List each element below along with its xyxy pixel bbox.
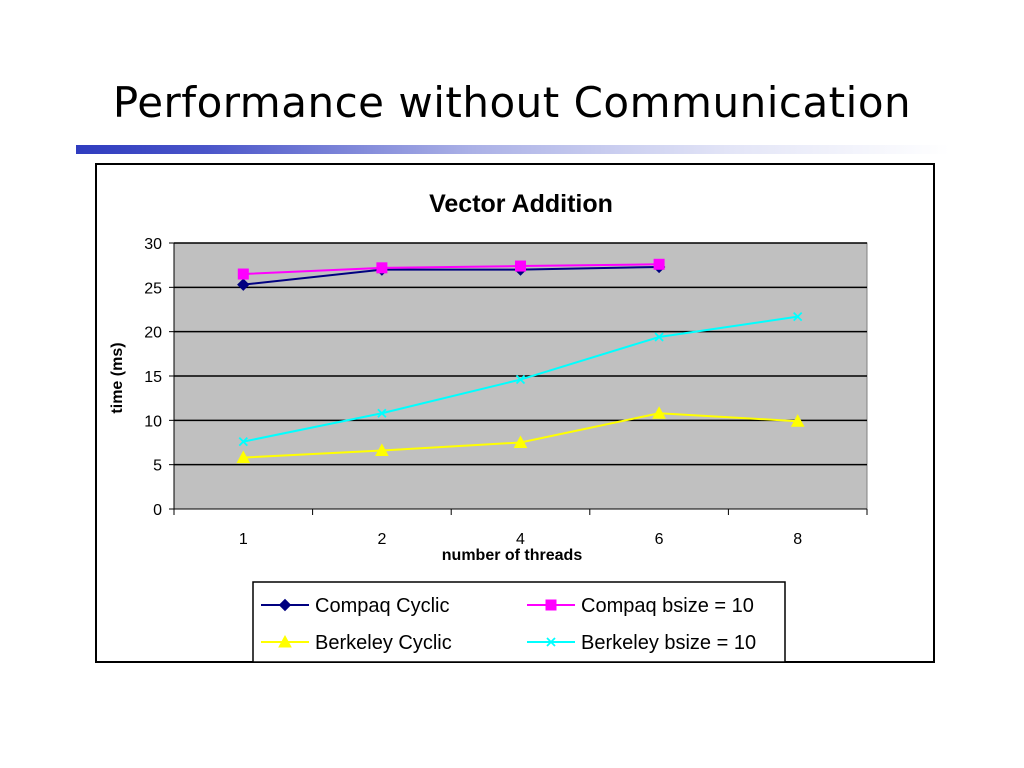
x-tick-label: 2: [377, 531, 386, 548]
y-tick-label: 20: [144, 325, 162, 342]
x-axis-label: number of threads: [442, 547, 583, 564]
slide-title: Performance without Communication: [112, 78, 912, 127]
data-point-x-stroke: [377, 408, 387, 418]
data-point-series-2: [515, 260, 526, 272]
y-axis-label: time (ms): [109, 342, 126, 413]
data-point-series-4: [515, 374, 526, 385]
legend-label: Compaq Cyclic: [315, 595, 449, 617]
data-point-x-stroke: [238, 436, 248, 447]
data-point-series-2: [237, 268, 249, 280]
legend-box: [252, 581, 786, 663]
data-point-series-4: [793, 311, 803, 322]
series-line-1: [243, 265, 660, 286]
legend-label: Compaq bsize = 10: [581, 595, 754, 617]
legend-marker: [545, 599, 557, 611]
chart-title: Vector Addition: [429, 190, 613, 218]
y-tick-label: 25: [144, 280, 162, 297]
data-point-series-1: [237, 278, 250, 291]
data-point-x-stroke: [515, 374, 526, 385]
x-tick-label: 4: [516, 531, 525, 548]
y-tick-label: 10: [144, 413, 162, 430]
legend-label: Berkeley bsize = 10: [581, 632, 756, 654]
data-point-series-2: [653, 258, 665, 270]
legend-item: Berkeley Cyclic: [261, 632, 452, 654]
legend-marker: [278, 598, 292, 612]
series-line-2: [243, 263, 660, 276]
legend-item: Compaq bsize = 10: [527, 595, 754, 617]
x-tick-label: 8: [793, 531, 802, 548]
legend-item: Berkeley bsize = 10: [527, 632, 756, 654]
data-point-x-stroke: [793, 311, 803, 322]
data-point-series-3: [375, 443, 389, 456]
data-point-x-stroke: [654, 332, 664, 342]
x-tick-label: 6: [655, 531, 664, 548]
legend-label: Berkeley Cyclic: [315, 632, 452, 654]
legend-marker: [278, 634, 292, 648]
legend-marker: [546, 637, 556, 647]
y-tick-label: 0: [153, 502, 162, 519]
data-point-series-3: [513, 435, 528, 448]
data-point-series-3: [652, 406, 666, 419]
data-point-series-4: [238, 436, 248, 447]
data-point-series-3: [790, 414, 805, 427]
legend-item: Compaq Cyclic: [261, 595, 449, 617]
data-point-series-4: [654, 332, 664, 342]
data-point-series-2: [376, 262, 388, 274]
data-point-series-4: [377, 408, 387, 418]
title-underline-bar: [76, 145, 950, 154]
y-tick-label: 30: [144, 236, 162, 253]
x-tick-label: 1: [239, 531, 248, 548]
data-point-series-3: [236, 450, 251, 464]
y-tick-label: 15: [144, 369, 162, 386]
y-tick-label: 5: [153, 458, 162, 475]
data-point-x-stroke: [546, 637, 556, 647]
